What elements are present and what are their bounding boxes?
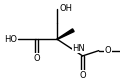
Polygon shape <box>57 29 74 39</box>
Text: 3: 3 <box>0 81 1 82</box>
Text: O: O <box>79 71 86 80</box>
Text: O: O <box>105 46 111 55</box>
Text: HO: HO <box>4 35 17 44</box>
Text: OCH: OCH <box>0 81 1 82</box>
Text: O: O <box>33 54 40 63</box>
Text: HN: HN <box>72 44 85 53</box>
Text: OH: OH <box>59 4 72 13</box>
